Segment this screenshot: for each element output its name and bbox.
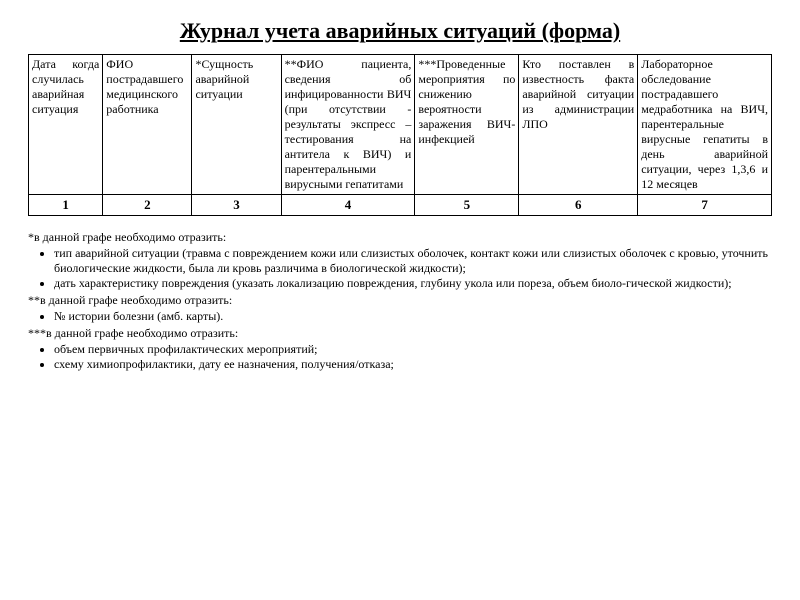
footnote-item: схему химиопрофилактики, дату ее назначе… bbox=[54, 357, 772, 372]
table-number-cell: 7 bbox=[638, 195, 772, 216]
footnote-lead: *в данной графе необходимо отразить: bbox=[28, 230, 772, 245]
footnote-item: дать характеристику повреждения (указать… bbox=[54, 276, 772, 291]
footnote-lead: **в данной графе необходимо отразить: bbox=[28, 293, 772, 308]
table-number-cell: 2 bbox=[103, 195, 192, 216]
table-number-cell: 3 bbox=[192, 195, 281, 216]
table-header-cell: Дата когда случилась аварийная ситуация bbox=[29, 55, 103, 195]
table-header-cell: Кто поставлен в известность факта аварий… bbox=[519, 55, 638, 195]
form-table: Дата когда случилась аварийная ситуация … bbox=[28, 54, 772, 216]
table-header-row: Дата когда случилась аварийная ситуация … bbox=[29, 55, 772, 195]
table-number-cell: 1 bbox=[29, 195, 103, 216]
footnote-item: № истории болезни (амб. карты). bbox=[54, 309, 772, 324]
footnotes: *в данной графе необходимо отразить: тип… bbox=[28, 230, 772, 372]
table-header-cell: ***Проведенные мероприятия по снижению в… bbox=[415, 55, 519, 195]
table-header-cell: **ФИО пациента, сведения об инфицированн… bbox=[281, 55, 415, 195]
footnote-item: тип аварийной ситуации (травма с поврежд… bbox=[54, 246, 772, 276]
table-number-cell: 4 bbox=[281, 195, 415, 216]
footnote-list: объем первичных профилактических меропри… bbox=[28, 342, 772, 372]
table-number-cell: 5 bbox=[415, 195, 519, 216]
footnote-list: тип аварийной ситуации (травма с поврежд… bbox=[28, 246, 772, 291]
table-number-row: 1 2 3 4 5 6 7 bbox=[29, 195, 772, 216]
footnote-lead: ***в данной графе необходимо отразить: bbox=[28, 326, 772, 341]
footnote-list: № истории болезни (амб. карты). bbox=[28, 309, 772, 324]
footnote-item: объем первичных профилактических меропри… bbox=[54, 342, 772, 357]
table-header-cell: ФИО пострадавшего медицинского работника bbox=[103, 55, 192, 195]
page-title: Журнал учета аварийных ситуаций (форма) bbox=[28, 18, 772, 44]
table-number-cell: 6 bbox=[519, 195, 638, 216]
table-header-cell: Лабораторное обследование пострадавшего … bbox=[638, 55, 772, 195]
table-header-cell: *Сущность аварийной ситуации bbox=[192, 55, 281, 195]
